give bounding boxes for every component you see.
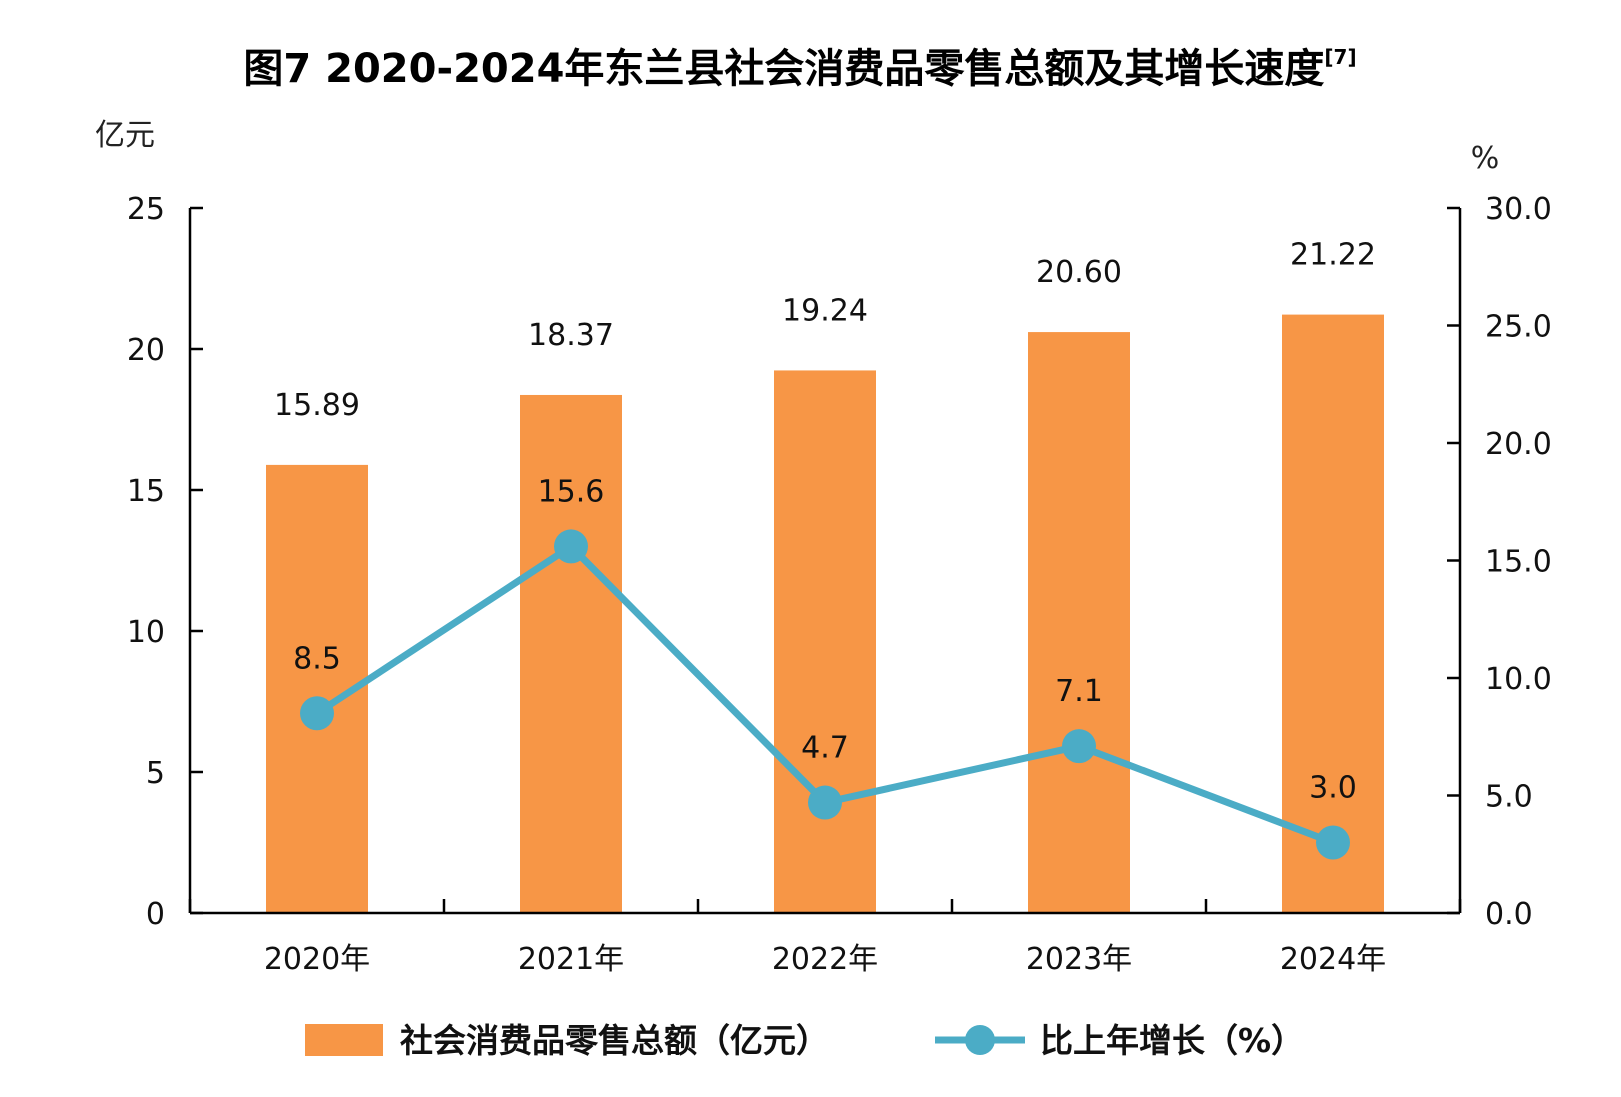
bar-label-1: 18.37: [528, 318, 614, 353]
plot-area: 15.89 18.37 19.24 20.60 21.22 0 5 10 15 20 25 0.0 5.…: [127, 192, 1552, 977]
growth-label-0: 8.5: [293, 641, 341, 676]
left-tick-label-2: 10: [127, 615, 165, 650]
x-tick-label-3: 2023年: [1026, 942, 1132, 977]
bar-2: [774, 370, 876, 913]
growth-point-0: [300, 696, 334, 731]
left-tick-label-4: 20: [127, 333, 165, 368]
left-axis-unit: 亿元: [95, 118, 155, 153]
chart-title: 图7 2020-2024年东兰县社会消费品零售总额及其增长速度[7]: [243, 45, 1356, 92]
right-tick-label-0: 0.0: [1485, 897, 1533, 932]
left-tick-label-1: 5: [146, 756, 165, 791]
left-tick-label-3: 15: [127, 474, 165, 509]
x-tick-label-2: 2022年: [772, 942, 878, 977]
right-tick-label-1: 5.0: [1485, 780, 1533, 815]
bar-label-0: 15.89: [274, 388, 360, 423]
growth-point-2: [808, 785, 842, 820]
right-tick-label-5: 25.0: [1485, 310, 1552, 345]
growth-label-3: 7.1: [1055, 674, 1103, 709]
chart-title-note: [7]: [1324, 45, 1356, 69]
legend-swatch-marker: [965, 1025, 995, 1055]
bar-1: [520, 394, 622, 913]
right-tick-label-2: 10.0: [1485, 662, 1552, 697]
x-tick-label-0: 2020年: [264, 942, 370, 977]
legend-label-bar: 社会消费品零售总额（亿元）: [400, 1021, 829, 1060]
left-tick-label-5: 25: [127, 192, 165, 227]
bar-label-4: 21.22: [1290, 238, 1376, 273]
right-axis-unit: %: [1471, 141, 1500, 176]
right-tick-label-4: 20.0: [1485, 427, 1552, 462]
right-tick-label-6: 30.0: [1485, 192, 1552, 227]
legend-label-line: 比上年增长（%）: [1040, 1021, 1304, 1060]
growth-label-2: 4.7: [801, 731, 849, 766]
x-tick-label-4: 2024年: [1280, 942, 1386, 977]
legend: 社会消费品零售总额（亿元） 比上年增长（%）: [305, 1021, 1304, 1060]
bar-label-2: 19.24: [782, 293, 868, 328]
bar-4: [1282, 314, 1384, 913]
bar-label-3: 20.60: [1036, 255, 1122, 290]
growth-label-1: 15.6: [538, 474, 605, 509]
growth-point-3: [1062, 729, 1096, 764]
growth-point-1: [554, 529, 588, 564]
growth-point-4: [1316, 825, 1350, 860]
left-tick-label-0: 0: [146, 897, 165, 932]
growth-label-4: 3.0: [1309, 771, 1357, 806]
bar-3: [1028, 332, 1130, 914]
right-tick-label-3: 15.0: [1485, 545, 1552, 580]
legend-swatch-bar: [305, 1024, 383, 1056]
x-tick-label-1: 2021年: [518, 942, 624, 977]
